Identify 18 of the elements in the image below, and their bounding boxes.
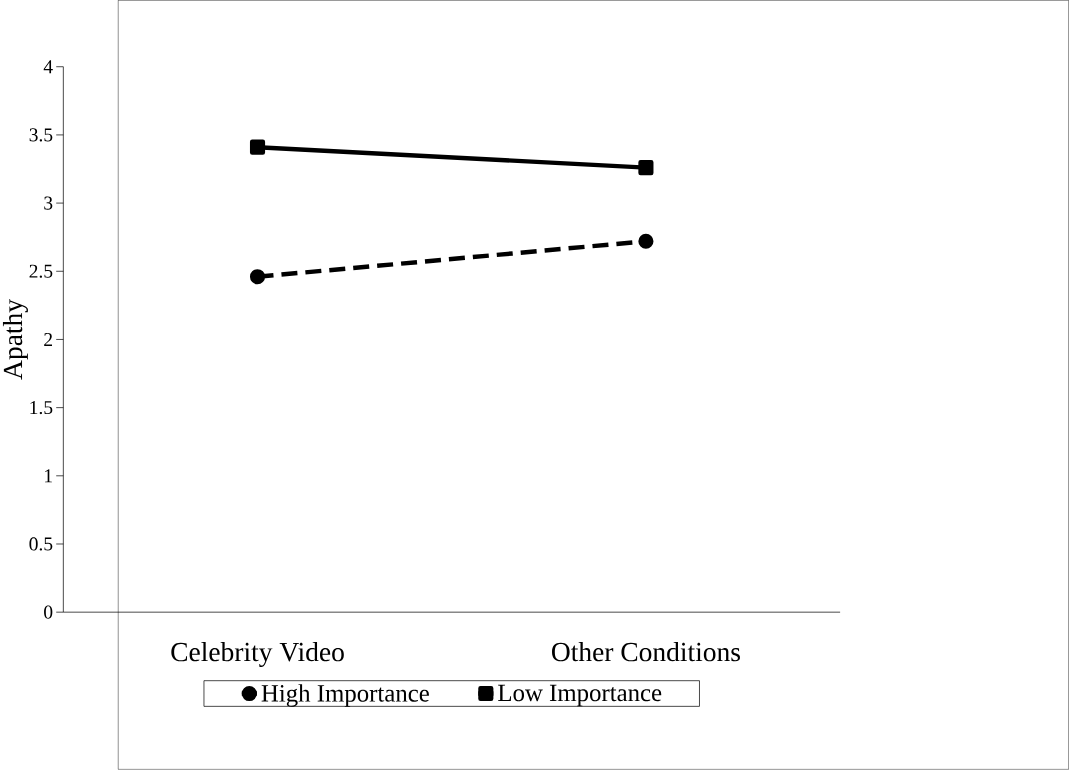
point bbox=[249, 269, 266, 285]
legend-label: Low Importance bbox=[498, 684, 662, 707]
x-tick-label: Celebrity Video bbox=[171, 642, 344, 668]
x-tick-label: Other Conditions bbox=[552, 642, 740, 662]
y-tick-label: 1.5 bbox=[30, 401, 53, 415]
y-tick-label: 2 bbox=[44, 333, 52, 347]
legend-label: High Importance bbox=[261, 684, 429, 707]
y-tick-label: 2.5 bbox=[29, 264, 53, 279]
y-tick-label: 0 bbox=[44, 605, 53, 619]
y-tick-label: 4 bbox=[43, 60, 53, 74]
point bbox=[638, 160, 654, 176]
point bbox=[249, 139, 266, 155]
y-tick-label: 1 bbox=[45, 469, 52, 483]
y-tick-label: 0.5 bbox=[29, 537, 53, 551]
y-axis-title: Apathy bbox=[2, 299, 28, 380]
y-tick-label: 3.5 bbox=[29, 128, 53, 142]
y-tick-label: 3 bbox=[44, 196, 53, 210]
point bbox=[638, 233, 654, 250]
